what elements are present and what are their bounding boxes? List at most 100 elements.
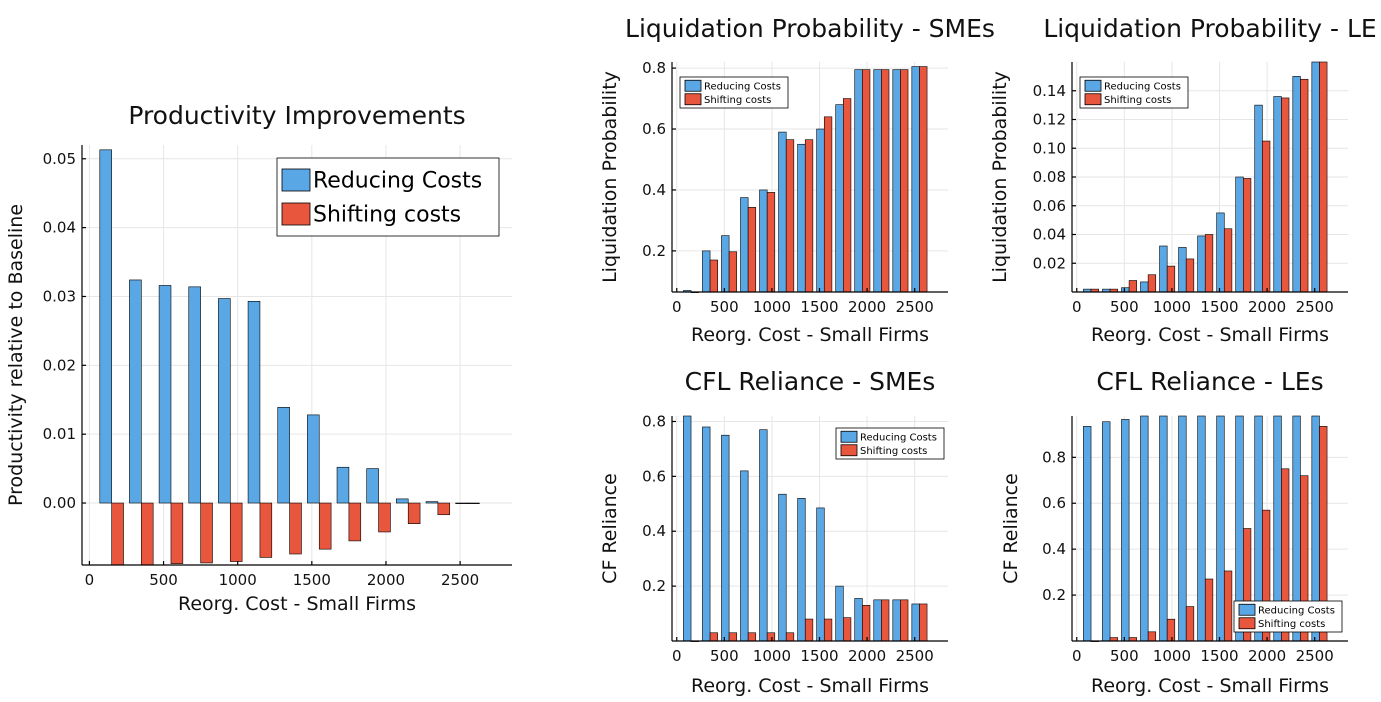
legend-label: Shifting costs <box>860 446 927 457</box>
x-tick-label: 2000 <box>1248 298 1286 316</box>
y-tick-label: 0.06 <box>1033 197 1066 215</box>
bar-reducing-costs <box>277 407 290 504</box>
legend-swatch <box>1238 603 1256 616</box>
y-tick-label: 0.04 <box>1033 226 1066 244</box>
legend-label: Reducing Costs <box>313 169 482 194</box>
legend-swatch <box>840 444 858 457</box>
bar-reducing-costs <box>307 414 320 504</box>
y-axis-label: CF Reliance <box>599 473 621 584</box>
bar-reducing-costs <box>455 502 468 504</box>
legend-swatch <box>684 93 702 106</box>
y-tick-label: 0.2 <box>642 577 666 595</box>
y-axis-label: Liquidation Probability <box>989 71 1011 283</box>
bar-reducing-costs <box>721 434 730 642</box>
bar-shifting-costs <box>1185 606 1195 642</box>
bar-shifting-costs <box>111 502 124 566</box>
bar-shifting-costs <box>900 599 909 642</box>
bar-reducing-costs <box>892 69 901 293</box>
bar-reducing-costs <box>1216 212 1225 293</box>
legend-swatch <box>1238 617 1256 630</box>
bar-shifting-costs <box>823 116 833 293</box>
x-tick-label: 1000 <box>753 647 791 665</box>
bar-reducing-costs <box>425 501 439 504</box>
bar-shifting-costs <box>804 139 814 293</box>
bar-shifting-costs <box>378 502 391 533</box>
bar-reducing-costs <box>854 69 863 293</box>
x-tick-label: 500 <box>149 571 178 589</box>
bar-shifting-costs <box>709 259 718 293</box>
bar-shifting-costs <box>318 502 332 550</box>
y-tick-label: 0.02 <box>43 356 76 374</box>
chart-title: Productivity Improvements <box>128 101 465 130</box>
bar-shifting-costs <box>1243 178 1252 293</box>
legend-swatch <box>1084 79 1102 92</box>
legend-label: Shifting costs <box>704 95 771 106</box>
x-axis-label: Reorg. Cost - Small Firms <box>178 593 416 615</box>
chart-title: CFL Reliance - SMEs <box>685 367 936 396</box>
bar-shifting-costs <box>1223 228 1233 293</box>
y-tick-label: 0.04 <box>43 219 76 237</box>
x-axis-label: Reorg. Cost - Small Firms <box>1091 324 1329 346</box>
bar-reducing-costs <box>778 131 787 293</box>
x-tick-label: 0 <box>85 571 95 589</box>
x-tick-label: 0 <box>672 298 682 316</box>
legend: Reducing Costs Shifting costs <box>835 427 945 460</box>
bar-shifting-costs <box>348 502 362 542</box>
x-tick-label: 2500 <box>1296 298 1334 316</box>
y-tick-label: 0.2 <box>642 242 666 260</box>
y-tick-label: 0.08 <box>1033 168 1066 186</box>
bar-shifting-costs <box>881 69 890 293</box>
bar-reducing-costs <box>247 300 261 504</box>
legend-label: Shifting costs <box>313 203 461 228</box>
y-tick-label: 0.8 <box>642 59 666 77</box>
bar-reducing-costs <box>366 468 379 504</box>
bar-reducing-costs <box>1121 287 1130 293</box>
bar-reducing-costs <box>188 286 201 504</box>
bar-shifting-costs <box>881 599 890 642</box>
chart-cfl_sme: 0 500 1000 1500 2000 2500 0.2 0.4 0.6 0.8 CFL Reli… <box>599 367 948 697</box>
x-tick-label: 1500 <box>293 571 331 589</box>
x-tick-label: 1500 <box>800 298 838 316</box>
x-axis-label: Reorg. Cost - Small Firms <box>1091 675 1329 697</box>
bar-shifting-costs <box>843 98 852 293</box>
legend: Reducing Costs Shifting costs <box>1079 76 1189 109</box>
bar-shifting-costs <box>709 632 718 642</box>
bar-shifting-costs <box>747 632 757 642</box>
x-tick-label: 0 <box>1072 647 1082 665</box>
bar-shifting-costs <box>467 502 480 504</box>
chart-cfl_le: 0 500 1000 1500 2000 2500 0.2 0.4 0.6 0.8 CFL Reli… <box>1000 367 1348 697</box>
bar-reducing-costs <box>816 507 825 642</box>
bar-shifting-costs <box>919 603 928 642</box>
bar-shifting-costs <box>747 207 757 293</box>
bar-reducing-costs <box>911 603 920 642</box>
bar-reducing-costs <box>778 493 787 642</box>
y-axis-label: Productivity relative to Baseline <box>5 204 27 506</box>
x-tick-label: 2000 <box>367 571 405 589</box>
x-tick-label: 1000 <box>753 298 791 316</box>
bar-shifting-costs <box>289 502 302 555</box>
legend-swatch <box>1084 93 1102 106</box>
bar-reducing-costs <box>1102 421 1111 642</box>
x-tick-label: 2000 <box>848 298 886 316</box>
bar-shifting-costs <box>1147 274 1157 293</box>
bar-reducing-costs <box>1235 176 1244 293</box>
bar-reducing-costs <box>854 598 863 642</box>
x-tick-label: 2500 <box>896 647 934 665</box>
y-tick-label: 0.14 <box>1033 82 1066 100</box>
x-tick-label: 1000 <box>1153 647 1191 665</box>
x-tick-label: 2000 <box>848 647 886 665</box>
bar-reducing-costs <box>218 298 231 504</box>
bar-reducing-costs <box>1159 245 1168 293</box>
bar-reducing-costs <box>1197 415 1206 642</box>
y-tick-label: 0.6 <box>1042 494 1066 512</box>
bar-shifting-costs <box>823 618 833 642</box>
bar-shifting-costs <box>919 66 928 293</box>
bar-reducing-costs <box>702 426 711 642</box>
x-tick-label: 1500 <box>1200 298 1238 316</box>
legend-label: Reducing Costs <box>860 433 937 444</box>
legend-swatch <box>281 202 311 226</box>
bar-reducing-costs <box>1083 426 1092 642</box>
bar-reducing-costs <box>129 279 142 504</box>
legend-box <box>276 157 500 237</box>
bar-reducing-costs <box>873 69 882 293</box>
